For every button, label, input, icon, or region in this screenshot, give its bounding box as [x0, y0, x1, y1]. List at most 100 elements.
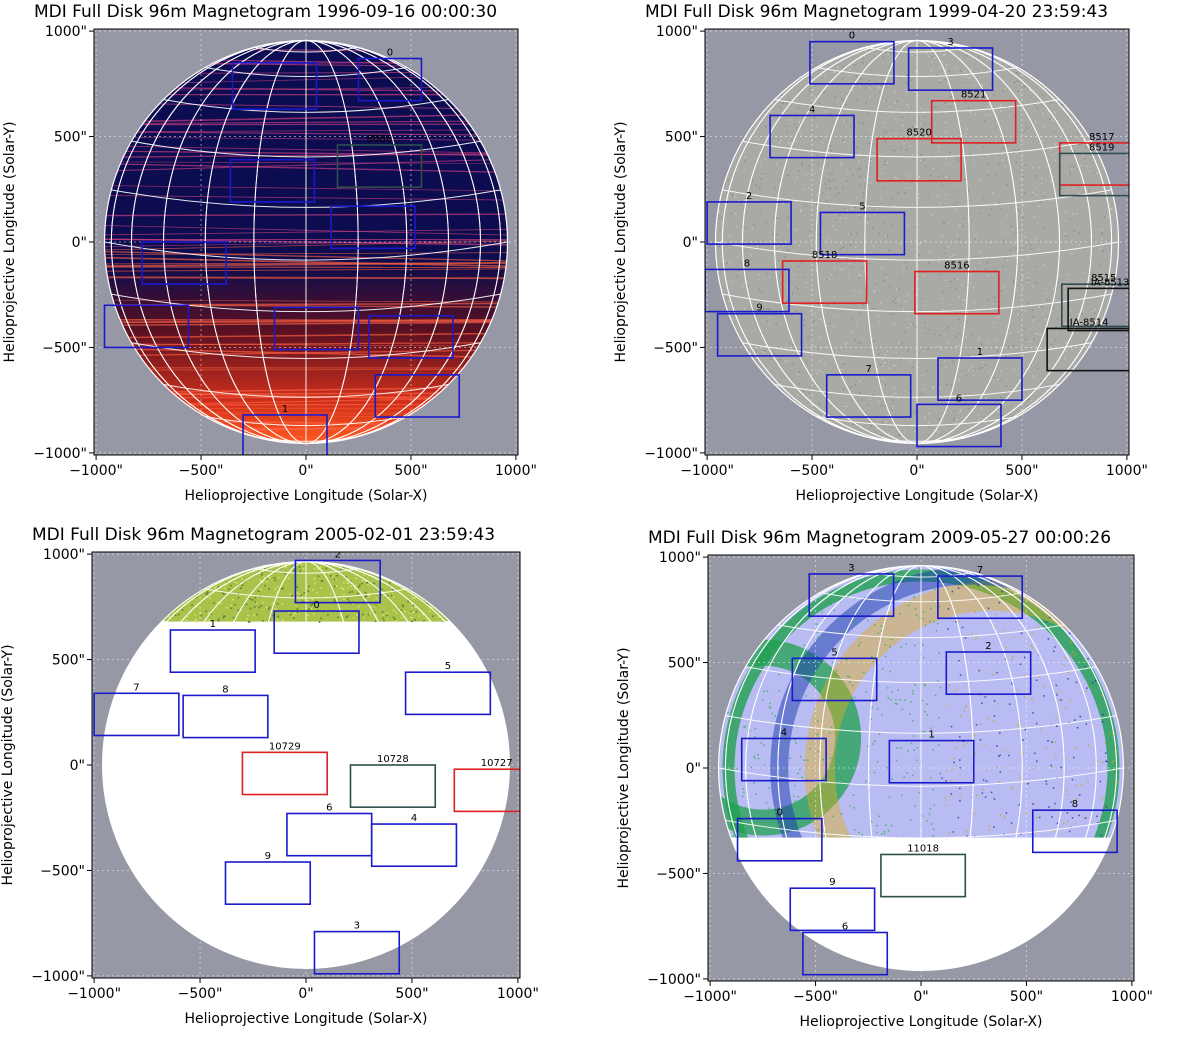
- region-label: 3: [947, 37, 953, 48]
- panel-top-left: MDI Full Disk 96m Magnetogram 1996-09-16…: [0, 0, 600, 520]
- region-label: 2: [985, 641, 991, 652]
- y-tick-label: 1000": [45, 24, 87, 40]
- region-label: 6: [956, 393, 962, 404]
- x-tick-label: −1000": [680, 463, 734, 479]
- region-box: [229, 158, 316, 203]
- region-box: [241, 751, 328, 796]
- x-axis-label: Helioprojective Longitude (Solar-X): [184, 1011, 427, 1027]
- region-box: [103, 304, 190, 349]
- panel-bottom-right: MDI Full Disk 96m Magnetogram 2009-05-27…: [600, 520, 1200, 1040]
- region-box: [273, 610, 360, 655]
- x-tick-label: 1000": [497, 986, 539, 1002]
- y-tick-label: −500": [653, 340, 698, 356]
- y-tick-label: −1000": [647, 972, 701, 988]
- y-axis-label: Helioprojective Longitude (Solar-Y): [0, 644, 16, 885]
- y-tick-label: −1000": [644, 446, 698, 462]
- y-axis-label: Helioprojective Longitude (Solar-Y): [616, 647, 632, 888]
- region-label: 1: [977, 347, 983, 358]
- region-label: 3: [354, 921, 360, 932]
- region-box: [789, 887, 876, 932]
- magnetogram-plot-4: MDI Full Disk 96m Magnetogram 2009-05-27…: [616, 528, 1153, 1030]
- x-tick-label: 500": [1005, 463, 1038, 479]
- region-box: [357, 57, 423, 102]
- region-label: 8: [744, 258, 750, 269]
- region-label: 8516: [944, 261, 969, 272]
- y-tick-label: −1000": [31, 969, 85, 985]
- magnetogram-plot-3: MDI Full Disk 96m Magnetogram 2005-02-01…: [0, 525, 539, 1027]
- region-label: 8520: [906, 128, 931, 139]
- region-box: [716, 312, 803, 357]
- region-label: 2: [335, 549, 341, 560]
- region-label: 8: [222, 684, 228, 695]
- y-tick-label: 1000": [659, 550, 701, 566]
- panel-bottom-left: MDI Full Disk 96m Magnetogram 2005-02-01…: [0, 520, 600, 1040]
- region-box: [1058, 152, 1129, 197]
- region-box: [740, 737, 827, 782]
- region-box: [370, 823, 458, 868]
- region-box: [802, 931, 889, 976]
- region-label: 1: [210, 619, 216, 630]
- magnetogram-plot-2: MDI Full Disk 96m Magnetogram 1999-04-20…: [613, 2, 1148, 504]
- y-tick-label: −500": [40, 863, 85, 879]
- x-tick-label: 500": [395, 986, 428, 1002]
- panel-top-right: MDI Full Disk 96m Magnetogram 1999-04-20…: [600, 0, 1200, 520]
- x-axis-label: Helioprojective Longitude (Solar-X): [795, 488, 1038, 504]
- y-tick-label: 0": [683, 235, 698, 251]
- region-box: [224, 861, 312, 905]
- region-label: 7: [866, 364, 872, 375]
- region-box: [349, 764, 437, 808]
- x-tick-label: −500": [793, 989, 838, 1005]
- region-label: 8088: [367, 134, 392, 145]
- region-label: 4: [411, 813, 417, 824]
- y-tick-label: 0": [686, 761, 701, 777]
- region-label: 8: [1072, 799, 1078, 810]
- x-tick-label: 1000": [495, 463, 537, 479]
- region-box: [294, 559, 381, 604]
- region-label: 2: [746, 191, 752, 202]
- y-tick-label: 1000": [43, 547, 85, 563]
- region-label: 4: [809, 104, 815, 115]
- region-box: [1061, 283, 1129, 328]
- region-label: 0: [777, 808, 783, 819]
- region-label: 9: [265, 851, 271, 862]
- y-tick-label: −1000": [33, 446, 87, 462]
- region-box: [907, 47, 994, 91]
- region-box: [273, 306, 360, 351]
- region-label: 6: [842, 921, 848, 932]
- region-label: 1: [928, 730, 934, 741]
- region-box: [1046, 327, 1129, 372]
- region-box: [937, 357, 1023, 401]
- region-label: 5: [831, 647, 837, 658]
- region-label: 0: [387, 48, 393, 59]
- x-axis-label: Helioprojective Longitude (Solar-X): [799, 1014, 1042, 1030]
- region-label: 4: [781, 727, 787, 738]
- region-box: [242, 414, 328, 455]
- x-tick-label: 1000": [1111, 989, 1153, 1005]
- region-box: [404, 671, 492, 716]
- x-tick-label: −500": [179, 463, 224, 479]
- region-box: [930, 99, 1017, 144]
- plot-title: MDI Full Disk 96m Magnetogram 1996-09-16…: [34, 2, 497, 22]
- region-box: [819, 211, 906, 256]
- region-label: 10727: [481, 758, 513, 769]
- region-box: [937, 575, 1024, 620]
- region-label: 5: [859, 201, 865, 212]
- region-label: 8519: [1089, 142, 1114, 153]
- region-box: [330, 205, 416, 250]
- region-box: [313, 930, 401, 975]
- x-axis-label: Helioprojective Longitude (Solar-X): [184, 488, 427, 504]
- region-box: [374, 374, 461, 418]
- region-label: 8517: [1089, 132, 1114, 143]
- region-label: 10728: [377, 754, 409, 765]
- region-label: 7: [133, 682, 139, 693]
- region-label: 0: [313, 600, 319, 611]
- x-tick-label: 0": [909, 463, 924, 479]
- plot-title: MDI Full Disk 96m Magnetogram 2005-02-01…: [32, 525, 495, 545]
- region-box: [791, 657, 878, 702]
- y-axis-label: Helioprojective Longitude (Solar-Y): [613, 121, 629, 362]
- y-tick-label: 0": [70, 758, 85, 774]
- region-box: [706, 201, 792, 245]
- x-tick-label: 1000": [1106, 463, 1148, 479]
- region-label: 8518: [812, 250, 837, 261]
- region-box: [769, 114, 855, 159]
